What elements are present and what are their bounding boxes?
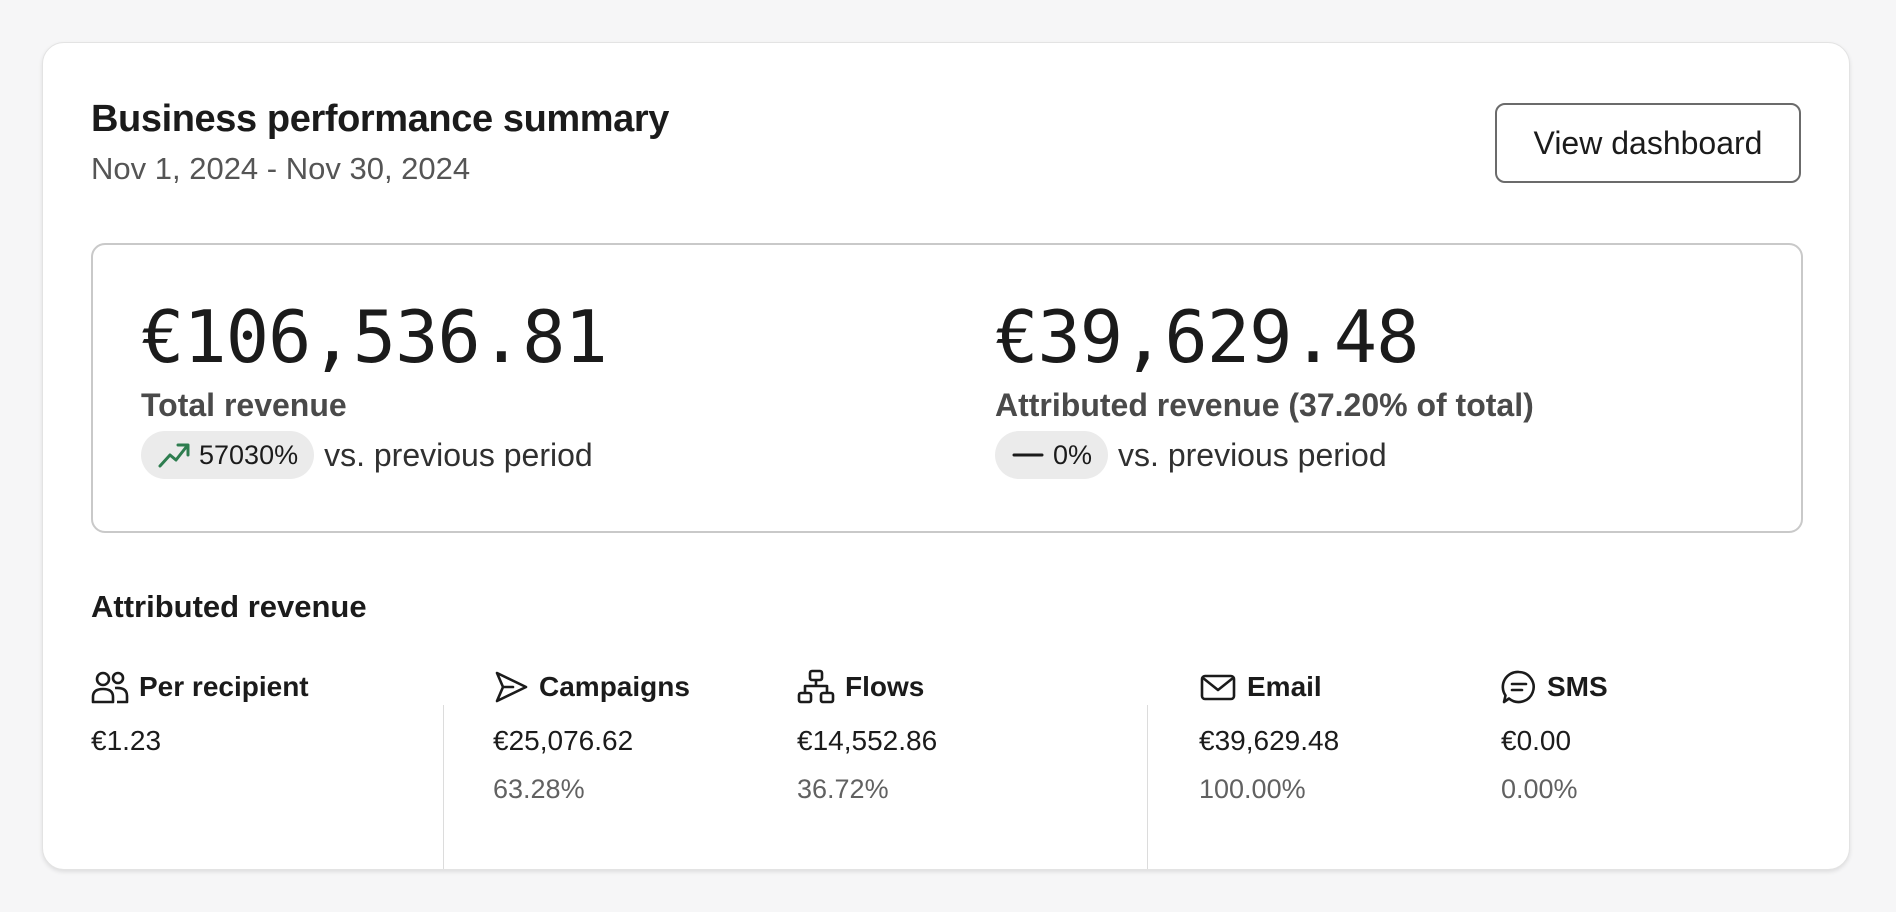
metric-label: Flows xyxy=(845,671,925,702)
change-badge: 57030% xyxy=(141,431,315,479)
metric-percentage: 36.72% xyxy=(797,774,889,804)
metric-label: Email xyxy=(1247,671,1322,702)
metric-sms: SMS €0.00 0.00% xyxy=(1501,663,1608,807)
trend-up-icon xyxy=(157,440,199,470)
kpi-attributed-revenue: €39,629.48 Attributed revenue (37.20% of… xyxy=(995,297,1534,479)
change-badge: 0% xyxy=(995,431,1109,479)
send-icon xyxy=(493,669,539,705)
dash-icon xyxy=(1011,440,1053,470)
kpi-panel: €106,536.81 Total revenue 57030% vs. pre… xyxy=(91,243,1803,533)
flow-icon xyxy=(797,669,845,705)
metric-percentage: 100.00% xyxy=(1199,774,1306,804)
total-revenue-value: €106,536.81 xyxy=(141,295,608,379)
metric-percentage: 0.00% xyxy=(1501,774,1578,804)
attributed-metrics: Per recipient €1.23 Campaigns €25,076.62… xyxy=(91,663,1803,869)
metric-label: SMS xyxy=(1547,671,1608,702)
change-value: 57030% xyxy=(199,439,299,470)
card-title: Business performance summary xyxy=(91,98,670,140)
attributed-revenue-trend: 0% vs. previous period xyxy=(995,431,1534,479)
attributed-revenue-label: Attributed revenue (37.20% of total) xyxy=(995,387,1534,423)
metric-header: SMS xyxy=(1501,663,1608,711)
metric-label: Campaigns xyxy=(539,671,690,702)
performance-summary-card: Business performance summary Nov 1, 2024… xyxy=(42,42,1850,870)
card-header: Business performance summary Nov 1, 2024… xyxy=(91,95,1801,195)
metric-header: Campaigns xyxy=(493,663,690,711)
users-icon xyxy=(91,669,139,705)
view-dashboard-button[interactable]: View dashboard xyxy=(1495,103,1801,183)
kpi-total-revenue: €106,536.81 Total revenue 57030% vs. pre… xyxy=(141,295,608,479)
metric-header: Email xyxy=(1199,663,1339,711)
divider xyxy=(443,705,444,869)
total-revenue-label: Total revenue xyxy=(141,387,347,423)
metric-value: €25,076.62 xyxy=(493,725,634,756)
metric-header: Per recipient xyxy=(91,663,309,711)
metric-value: €0.00 xyxy=(1501,725,1572,756)
metric-value: €14,552.86 xyxy=(797,725,938,756)
metric-email: Email €39,629.48 100.00% xyxy=(1199,663,1339,807)
attributed-revenue-value: €39,629.48 xyxy=(995,295,1419,379)
mail-icon xyxy=(1199,669,1247,705)
metric-value: €39,629.48 xyxy=(1199,725,1340,756)
compare-text: vs. previous period xyxy=(1118,436,1387,473)
metric-percentage: 63.28% xyxy=(493,774,585,804)
divider xyxy=(1147,705,1148,869)
compare-text: vs. previous period xyxy=(324,436,593,473)
date-range: Nov 1, 2024 - Nov 30, 2024 xyxy=(91,151,471,186)
metric-label: Per recipient xyxy=(139,671,309,702)
metric-value: €1.23 xyxy=(91,725,162,756)
attributed-section-title: Attributed revenue xyxy=(91,589,367,624)
metric-per-recipient: Per recipient €1.23 xyxy=(91,663,309,759)
metric-campaigns: Campaigns €25,076.62 63.28% xyxy=(493,663,690,807)
total-revenue-trend: 57030% vs. previous period xyxy=(141,431,607,479)
change-value: 0% xyxy=(1053,439,1093,470)
metric-flows: Flows €14,552.86 36.72% xyxy=(797,663,937,807)
chat-icon xyxy=(1501,669,1547,705)
metric-header: Flows xyxy=(797,663,937,711)
